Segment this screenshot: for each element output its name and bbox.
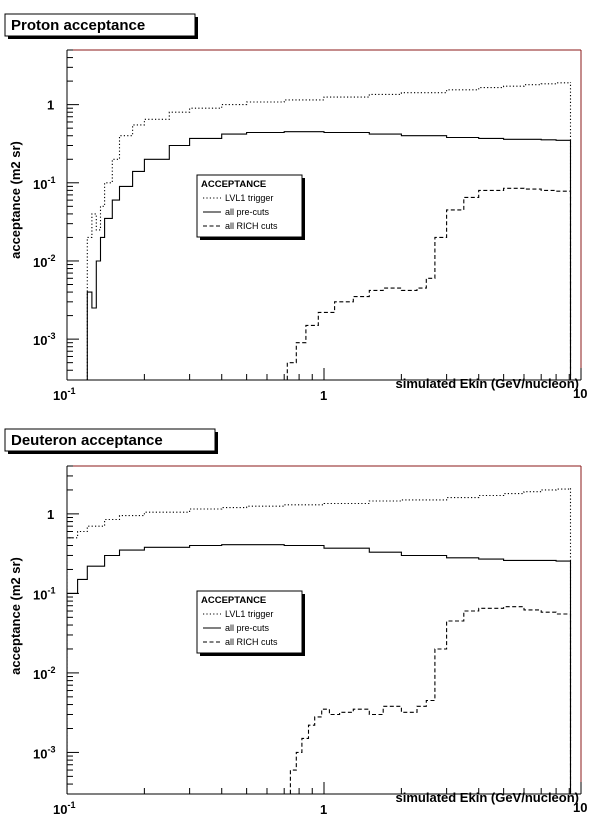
series-line-lvl1-trigger <box>86 82 572 380</box>
legend-entry: LVL1 trigger <box>225 193 273 203</box>
x-tick-label: 10 <box>573 800 587 815</box>
y-tick-label: 10-1 <box>33 585 55 602</box>
legend-entry: all RICH cuts <box>225 637 278 647</box>
x-tick-label: 1 <box>320 802 327 817</box>
y-tick-label: 10-2 <box>33 253 55 270</box>
y-tick-exp: -2 <box>47 665 55 675</box>
y-tick-base: 10 <box>33 587 47 602</box>
series-line-all-pre-cuts <box>86 131 572 380</box>
title-box <box>4 428 216 452</box>
legend: ACCEPTANCE LVL1 trigger all pre-cuts all RI… <box>196 590 305 656</box>
y-tick-exp: -2 <box>47 253 55 263</box>
y-tick-exp: -1 <box>47 175 55 185</box>
y-tick-label: 10-3 <box>33 744 55 761</box>
x-tick-label: 10-1 <box>53 386 75 403</box>
y-tick-label: 10-1 <box>33 175 55 192</box>
y-axis-title: acceptance (m2 sr) <box>8 141 23 259</box>
x-axis-title: simulated Ekin (GeV/nucleon) <box>396 790 579 805</box>
y-tick-base: 10 <box>33 255 47 270</box>
x-tick-label: 10-1 <box>53 800 75 817</box>
x-tick-exp: -1 <box>67 800 75 810</box>
y-axis-title: acceptance (m2 sr) <box>8 557 23 675</box>
y-tick-base: 10 <box>33 746 47 761</box>
y-tick-label: 10-3 <box>33 331 55 348</box>
chart-title: Deuteron acceptance <box>11 432 163 449</box>
legend-title: ACCEPTANCE <box>201 179 266 190</box>
y-tick-base: 10 <box>33 333 47 348</box>
y-tick-base: 10 <box>33 177 47 192</box>
series-line-lvl1-trigger <box>67 488 572 794</box>
legend-entry: all RICH cuts <box>225 221 278 231</box>
y-tick-exp: -3 <box>47 331 55 341</box>
x-tick-exp: -1 <box>67 386 75 396</box>
series-line-all-rich-cuts <box>281 187 572 380</box>
legend: ACCEPTANCE LVL1 trigger all pre-cuts all RI… <box>196 174 305 240</box>
x-tick-label: 10 <box>573 386 587 401</box>
series-line-all-pre-cuts <box>67 544 572 794</box>
legend-box <box>196 174 303 238</box>
chart-title: Proton acceptance <box>11 17 145 34</box>
title-box <box>4 13 196 37</box>
y-tick-label: 1 <box>47 98 54 113</box>
legend-title: ACCEPTANCE <box>201 595 266 606</box>
x-axis-title: simulated Ekin (GeV/nucleon) <box>396 376 579 391</box>
y-tick-label: 10-2 <box>33 665 55 682</box>
legend-entry: all pre-cuts <box>225 623 270 633</box>
legend-entry: all pre-cuts <box>225 207 270 217</box>
series-line-all-rich-cuts <box>284 606 572 794</box>
x-tick-base: 10 <box>53 388 67 403</box>
legend-box <box>196 590 303 654</box>
y-tick-base: 10 <box>33 667 47 682</box>
x-tick-label: 1 <box>320 388 327 403</box>
x-tick-base: 10 <box>53 802 67 817</box>
y-tick-exp: -3 <box>47 744 55 754</box>
legend-entry: LVL1 trigger <box>225 609 273 619</box>
y-tick-exp: -1 <box>47 585 55 595</box>
y-tick-label: 1 <box>47 507 54 522</box>
